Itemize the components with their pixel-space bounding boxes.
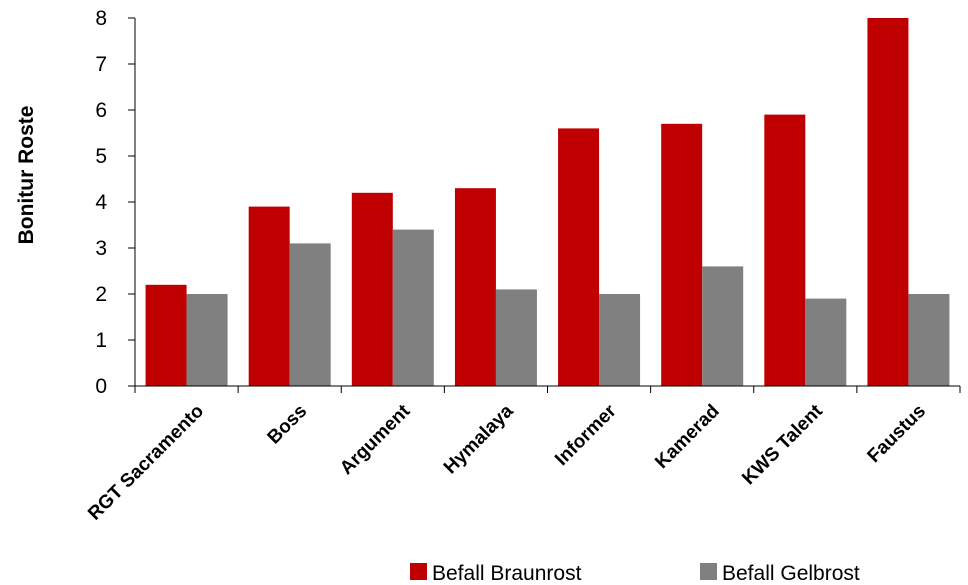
bar [248, 206, 290, 386]
bars [145, 18, 950, 387]
y-axis-ticks: 0 1 2 3 4 5 6 7 8 [95, 7, 135, 398]
y-tick-label: 2 [95, 283, 107, 306]
legend: Befall Braunrost Befall Gelbrost [410, 562, 860, 585]
y-tick-label: 6 [95, 99, 107, 122]
x-axis-categories: RGT Sacramento Boss Argument Hymalaya Inform… [84, 400, 930, 524]
bar [186, 294, 228, 386]
legend-swatch [700, 563, 717, 580]
legend-swatch [410, 563, 427, 580]
y-axis-label: Bonitur Roste [15, 106, 38, 245]
x-category-label: Kamerad [651, 401, 723, 473]
x-category-label: Faustus [864, 401, 930, 467]
legend-label: Befall Braunrost [432, 562, 582, 585]
bar [908, 294, 950, 386]
bar [145, 284, 187, 386]
y-tick-label: 1 [95, 329, 107, 352]
y-tick-label: 8 [95, 7, 107, 30]
bar [289, 243, 331, 386]
bar [805, 298, 847, 386]
bar [558, 128, 600, 386]
y-tick-label: 0 [95, 375, 107, 398]
bar [661, 123, 703, 387]
bar [599, 294, 641, 386]
y-tick-label: 7 [95, 53, 107, 76]
bar [702, 266, 744, 386]
y-tick-label: 4 [95, 191, 107, 214]
legend-label: Befall Gelbrost [722, 562, 860, 585]
x-category-label: RGT Sacramento [84, 401, 208, 525]
y-tick-label: 3 [95, 237, 107, 260]
bar [764, 114, 806, 386]
y-tick-label: 5 [95, 145, 107, 168]
x-category-label: KWS Talent [738, 400, 827, 489]
bar [454, 188, 496, 386]
bar [867, 18, 909, 386]
bar [495, 289, 537, 386]
x-category-label: Boss [264, 401, 312, 449]
x-category-label: Informer [551, 400, 621, 470]
x-category-label: Argument [336, 400, 415, 479]
bar [392, 229, 434, 386]
x-category-label: Hymalaya [440, 400, 518, 478]
bar [351, 192, 393, 386]
axes [134, 18, 961, 393]
